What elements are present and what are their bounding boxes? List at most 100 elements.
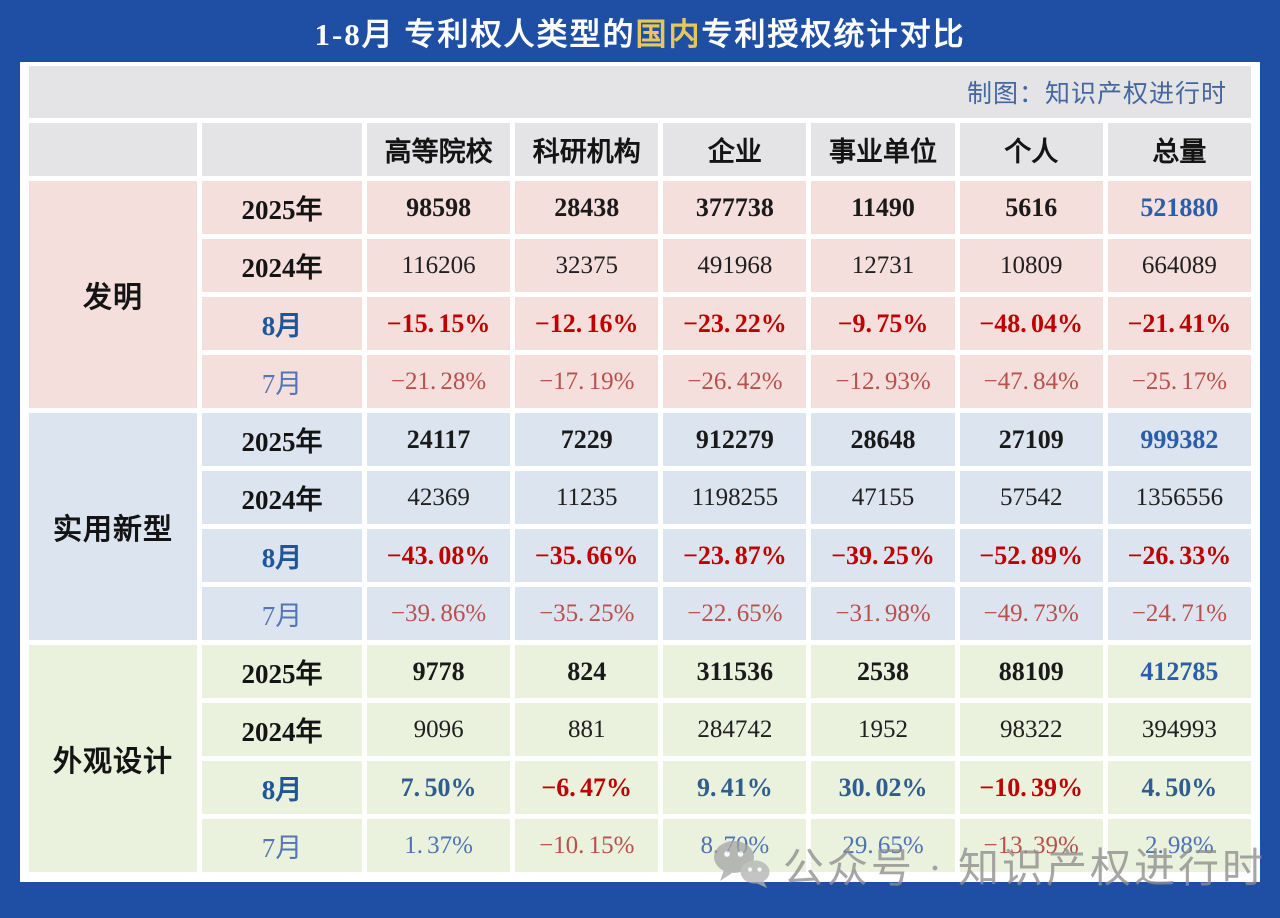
data-cell: 88109 xyxy=(959,645,1103,698)
row-label: 2024年 xyxy=(202,471,362,524)
data-cell: 284742 xyxy=(663,703,807,756)
row-label: 7月 xyxy=(202,587,362,640)
title-suffix: 专利授权统计对比 xyxy=(701,16,966,52)
data-cell: 7229 xyxy=(515,413,659,466)
data-cell: 1198255 xyxy=(663,471,807,524)
data-cell: −39. 86% xyxy=(367,587,511,640)
header-row: 高等院校 科研机构 企业 事业单位 个人 总量 xyxy=(29,123,1251,176)
total-cell: 394993 xyxy=(1107,703,1251,756)
content-panel: 制图：知识产权进行时 高等院校 科研机构 企业 事业单位 个人 总量 发明 2025年 9859… xyxy=(20,62,1260,882)
data-cell: −48. 04% xyxy=(959,297,1103,350)
total-cell: 664089 xyxy=(1107,239,1251,292)
data-cell: 42369 xyxy=(367,471,511,524)
data-cell: 10809 xyxy=(959,239,1103,292)
credit-banner: 制图：知识产权进行时 xyxy=(29,66,1251,118)
data-cell: 29. 65% xyxy=(811,819,955,872)
data-cell: 7. 50% xyxy=(367,761,511,814)
data-cell: 491968 xyxy=(663,239,807,292)
data-cell: 28438 xyxy=(515,181,659,234)
row-label: 2025年 xyxy=(202,645,362,698)
table-row: 8月 −43. 08% −35. 66% −23. 87% −39. 25% −52. 8… xyxy=(29,529,1251,582)
column-header: 总量 xyxy=(1107,123,1251,176)
data-cell: 9778 xyxy=(367,645,511,698)
row-label: 2024年 xyxy=(202,239,362,292)
total-cell: −21. 41% xyxy=(1107,297,1251,350)
table-row: 实用新型 2025年 24117 7229 912279 28648 27109 999382 xyxy=(29,413,1251,640)
title-highlight: 国内 xyxy=(635,16,702,52)
column-header: 高等院校 xyxy=(367,123,511,176)
row-label: 2025年 xyxy=(202,181,362,234)
table-row: 2024年 42369 11235 1198255 47155 57542 1356556 xyxy=(29,471,1251,524)
data-cell: 98322 xyxy=(959,703,1103,756)
data-cell: 2538 xyxy=(811,645,955,698)
row-label: 8月 xyxy=(202,529,362,582)
data-cell: 11235 xyxy=(515,471,659,524)
row-label: 8月 xyxy=(202,761,362,814)
page-title: 1-8月 专利权人类型的 国内 专利授权统计对比 xyxy=(0,0,1280,62)
data-cell: −12. 16% xyxy=(515,297,659,350)
row-label: 8月 xyxy=(202,297,362,350)
data-cell: −10. 15% xyxy=(515,819,659,872)
column-header: 科研机构 xyxy=(515,123,659,176)
data-cell: −23. 87% xyxy=(663,529,807,582)
table-row: 2024年 9096 881 284742 1952 98322 394993 xyxy=(29,703,1251,756)
credit-text: 制图：知识产权进行时 xyxy=(966,81,1227,108)
data-cell: 27109 xyxy=(959,413,1103,466)
data-cell: 311536 xyxy=(663,645,807,698)
data-cell: −35. 66% xyxy=(515,529,659,582)
data-cell: 5616 xyxy=(959,181,1103,234)
table-row: 2024年 116206 32375 491968 12731 10809 664089 xyxy=(29,239,1251,292)
table-row: 外观设计 2025年 9778 824 311536 2538 88109 412785 xyxy=(29,645,1251,872)
data-cell: −31. 98% xyxy=(811,587,955,640)
total-cell: 999382 xyxy=(1107,413,1251,466)
data-cell: −49. 73% xyxy=(959,587,1103,640)
row-label: 2025年 xyxy=(202,413,362,466)
total-cell: 412785 xyxy=(1107,645,1251,698)
data-cell: 824 xyxy=(515,645,659,698)
total-cell: 1356556 xyxy=(1107,471,1251,524)
total-cell: 4. 50% xyxy=(1107,761,1251,814)
total-cell: 521880 xyxy=(1107,181,1251,234)
title-prefix: 1-8月 专利权人类型的 xyxy=(314,16,636,52)
data-cell: 30. 02% xyxy=(811,761,955,814)
total-cell: −24. 71% xyxy=(1107,587,1251,640)
data-cell: 8. 70% xyxy=(663,819,807,872)
data-cell: 47155 xyxy=(811,471,955,524)
section-label: 实用新型 xyxy=(29,413,197,640)
data-cell: 1. 37% xyxy=(367,819,511,872)
data-cell: 11490 xyxy=(811,181,955,234)
data-cell: 116206 xyxy=(367,239,511,292)
data-cell: −12. 93% xyxy=(811,355,955,408)
data-cell: −21. 28% xyxy=(367,355,511,408)
table-row: 7月 1. 37% −10. 15% 8. 70% 29. 65% −13. 39% 2. … xyxy=(29,819,1251,872)
total-cell: 2. 98% xyxy=(1107,819,1251,872)
column-header: 企业 xyxy=(663,123,807,176)
column-header: 个人 xyxy=(959,123,1103,176)
section-label: 发明 xyxy=(29,181,197,408)
data-cell: −9. 75% xyxy=(811,297,955,350)
column-header: 事业单位 xyxy=(811,123,955,176)
data-cell: −39. 25% xyxy=(811,529,955,582)
data-cell: −23. 22% xyxy=(663,297,807,350)
data-cell: −47. 84% xyxy=(959,355,1103,408)
data-cell: −15. 15% xyxy=(367,297,511,350)
table-row: 7月 −39. 86% −35. 25% −22. 65% −31. 98% −49. 7… xyxy=(29,587,1251,640)
data-cell: 32375 xyxy=(515,239,659,292)
table-row: 8月 7. 50% −6. 47% 9. 41% 30. 02% −10. 39% 4. 5… xyxy=(29,761,1251,814)
data-cell: −35. 25% xyxy=(515,587,659,640)
total-cell: −26. 33% xyxy=(1107,529,1251,582)
data-cell: 377738 xyxy=(663,181,807,234)
data-cell: 12731 xyxy=(811,239,955,292)
section-label: 外观设计 xyxy=(29,645,197,872)
data-cell: 57542 xyxy=(959,471,1103,524)
row-label: 2024年 xyxy=(202,703,362,756)
data-cell: −6. 47% xyxy=(515,761,659,814)
corner-cell-section xyxy=(29,123,197,176)
stats-table: 高等院校 科研机构 企业 事业单位 个人 总量 发明 2025年 98598 28438 37773… xyxy=(24,118,1256,877)
data-cell: −13. 39% xyxy=(959,819,1103,872)
data-cell: −52. 89% xyxy=(959,529,1103,582)
data-cell: 9. 41% xyxy=(663,761,807,814)
data-cell: 24117 xyxy=(367,413,511,466)
table-row: 8月 −15. 15% −12. 16% −23. 22% −9. 75% −48. 04… xyxy=(29,297,1251,350)
data-cell: 912279 xyxy=(663,413,807,466)
